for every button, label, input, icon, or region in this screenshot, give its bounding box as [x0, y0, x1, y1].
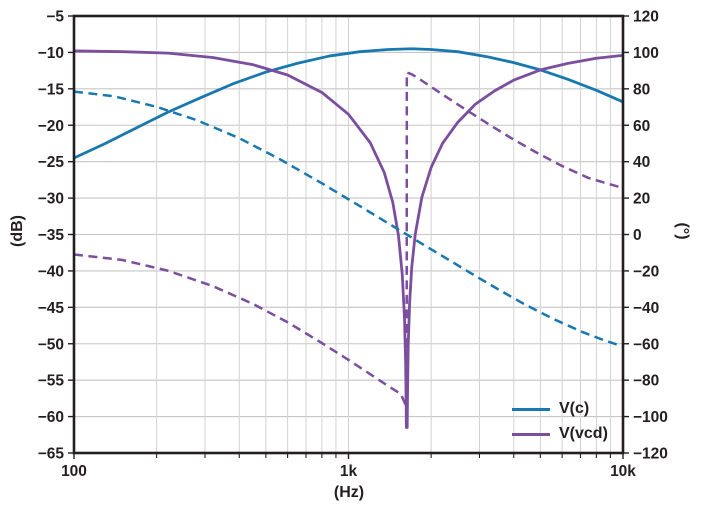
right-tick-label: −20: [633, 263, 659, 280]
series-vcd_phase: [74, 71, 623, 409]
left-tick-label: −60: [38, 409, 64, 426]
legend-item-vcd: V(vcd): [512, 423, 608, 445]
right-tick-label: −40: [633, 300, 659, 317]
legend-swatch-vcd: [512, 432, 550, 436]
left-tick-label: −45: [38, 300, 65, 317]
x-tick-label: 1k: [340, 463, 358, 480]
x-axis-title: (Hz): [333, 484, 365, 501]
left-tick-label: −10: [38, 45, 64, 62]
right-tick-label: 80: [633, 81, 650, 98]
right-tick-label: 100: [633, 45, 659, 62]
left-axis-title: (dB): [9, 215, 26, 247]
right-tick-label: −60: [633, 336, 659, 353]
series-vc_phase: [74, 90, 623, 348]
left-tick-label: −35: [38, 227, 65, 244]
series-vc_mag: [74, 47, 623, 160]
left-tick-label: −30: [38, 191, 64, 208]
right-tick-label: −100: [633, 409, 668, 426]
left-tick-label: −65: [38, 446, 65, 463]
right-tick-label: 0: [633, 227, 642, 244]
left-tick-label: −40: [38, 263, 64, 280]
legend-swatch-vc: [512, 407, 550, 411]
right-tick-label: 60: [633, 118, 650, 135]
left-tick-label: −15: [38, 81, 65, 98]
right-tick-label: 40: [633, 154, 650, 171]
right-tick-label: 120: [633, 9, 659, 26]
x-tick-label: 10k: [610, 463, 636, 480]
right-tick-label: −120: [633, 446, 668, 463]
legend-item-vc: V(c): [512, 398, 608, 420]
right-tick-label: 20: [633, 191, 650, 208]
left-tick-label: −5: [46, 9, 64, 26]
left-tick-label: −20: [38, 118, 64, 135]
left-tick-label: −25: [38, 154, 65, 171]
legend-label-vc: V(c): [559, 400, 590, 417]
series-vcd_mag: [74, 49, 623, 429]
right-tick-label: −80: [633, 373, 659, 390]
right-axis-title: (°): [674, 222, 691, 240]
left-tick-label: −55: [38, 373, 65, 390]
legend: V(c) V(vcd): [512, 398, 608, 445]
x-tick-label: 100: [61, 463, 87, 480]
legend-label-vcd: V(vcd): [559, 425, 608, 442]
left-tick-label: −50: [38, 336, 64, 353]
